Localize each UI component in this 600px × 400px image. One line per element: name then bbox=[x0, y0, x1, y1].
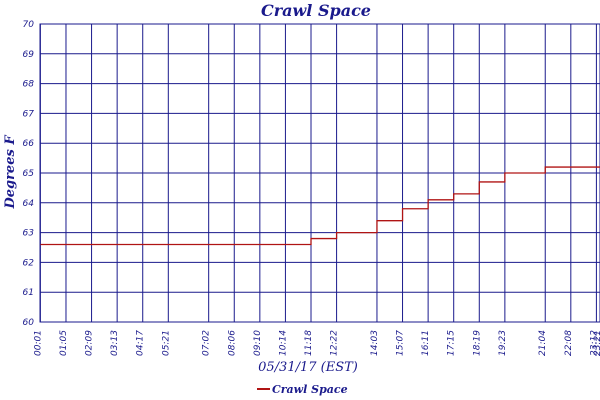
x-tick-label: 12:22 bbox=[330, 330, 340, 356]
y-tick-label: 70 bbox=[23, 20, 35, 30]
y-tick-label: 61 bbox=[23, 288, 34, 298]
y-tick-label: 66 bbox=[23, 139, 35, 149]
x-tick-label: 02:09 bbox=[85, 330, 95, 356]
series-layer bbox=[40, 166, 600, 246]
x-tick-label: 23:21 bbox=[593, 330, 600, 356]
series-line-0 bbox=[40, 166, 600, 246]
x-tick-label: 04:17 bbox=[136, 330, 146, 356]
x-tick-label: 14:03 bbox=[370, 330, 380, 356]
x-tick-label: 00:01 bbox=[33, 330, 43, 356]
y-tick-label: 69 bbox=[23, 50, 35, 60]
x-tick-label: 23:12 bbox=[589, 330, 599, 356]
x-tick-label: 01:05 bbox=[59, 330, 69, 356]
x-tick-label: 21:04 bbox=[538, 330, 548, 356]
x-tick-label: 19:23 bbox=[498, 330, 508, 356]
y-tick-labels: 60 61 62 63 64 65 66 67 68 69 70 bbox=[23, 20, 35, 328]
x-tick-label: 17:15 bbox=[447, 330, 457, 356]
x-tick-label: 22:08 bbox=[564, 330, 574, 356]
y-tick-label: 62 bbox=[23, 258, 35, 268]
y-tick-label: 64 bbox=[23, 199, 35, 209]
legend: Crawl Space bbox=[257, 383, 348, 396]
grid-lines bbox=[39, 23, 600, 323]
y-tick-label: 67 bbox=[23, 109, 35, 119]
y-tick-label: 65 bbox=[23, 169, 35, 179]
y-axis-label: Degrees F bbox=[3, 135, 18, 210]
y-tick-label: 63 bbox=[23, 229, 35, 239]
x-tick-label: 09:10 bbox=[253, 330, 263, 356]
y-tick-label: 60 bbox=[23, 318, 35, 328]
x-tick-label: 03:13 bbox=[110, 330, 120, 356]
legend-item-crawl-space: Crawl Space bbox=[272, 383, 348, 396]
x-tick-label: 16:11 bbox=[421, 330, 431, 356]
x-tick-label: 07:02 bbox=[202, 330, 212, 356]
x-tick-label: 05:21 bbox=[161, 330, 171, 356]
x-tick-label: 08:06 bbox=[227, 330, 237, 356]
x-tick-labels: 00:01 01:05 02:09 03:13 04:17 05:21 07:02 08:06… bbox=[33, 330, 600, 356]
x-tick-label: 10:14 bbox=[278, 330, 288, 356]
y-tick-label: 68 bbox=[23, 80, 35, 90]
x-tick-label: 11:18 bbox=[304, 330, 314, 356]
chart-title: Crawl Space bbox=[261, 1, 371, 20]
x-tick-label: 15:07 bbox=[396, 330, 406, 356]
x-axis-label: 05/31/17 (EST) bbox=[258, 360, 358, 375]
x-tick-label: 18:19 bbox=[472, 330, 482, 356]
